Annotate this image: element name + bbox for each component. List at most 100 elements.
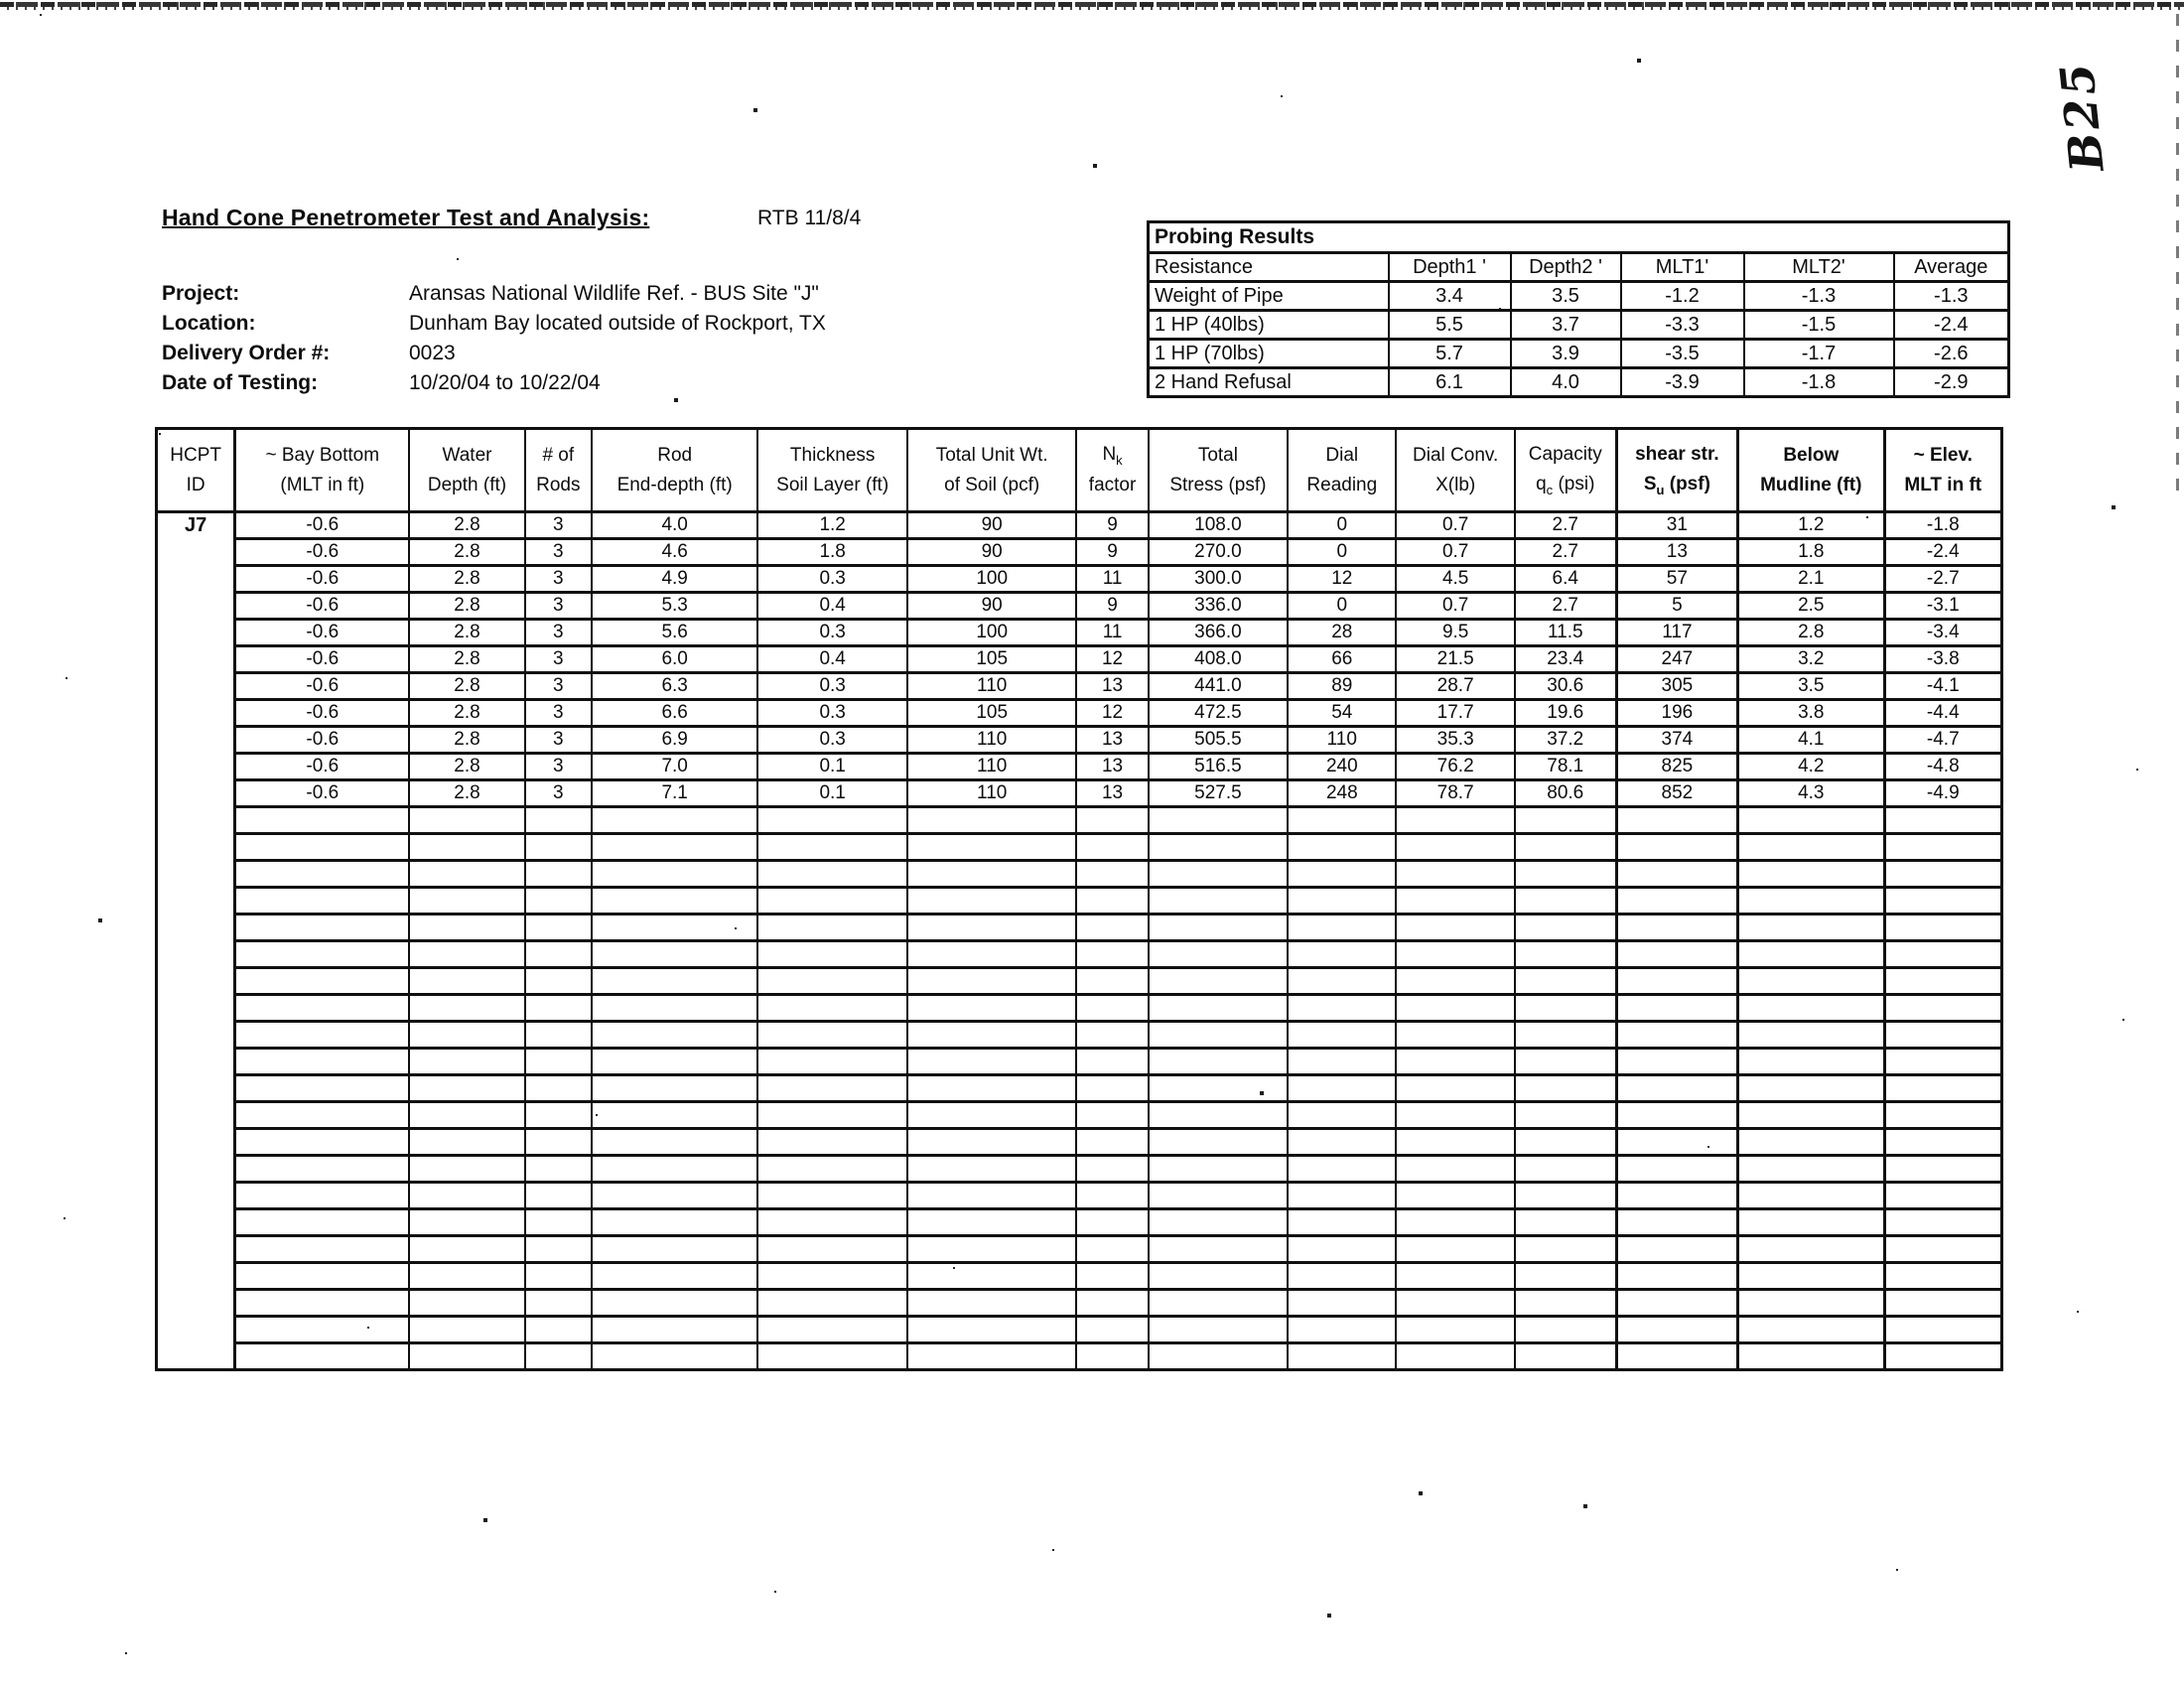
hcpt-empty-cell — [1395, 1315, 1516, 1344]
hcpt-empty-cell — [756, 1341, 908, 1371]
hcpt-empty-cell — [590, 1100, 759, 1130]
hcpt-column-header: Total Stress (psf) — [1147, 427, 1290, 513]
hcpt-value-cell: 5.6 — [590, 618, 759, 647]
hcpt-value-cell: 4.1 — [1736, 725, 1886, 755]
probing-column-header: MLT1' — [1619, 251, 1745, 283]
hcpt-column-header: ~ Elev. MLT in ft — [1882, 427, 2004, 513]
hcpt-empty-cell — [1287, 1315, 1398, 1344]
hcpt-value-cell: 31 — [1614, 510, 1739, 540]
hcpt-empty-cell — [1882, 1234, 2004, 1264]
hcpt-empty-cell — [233, 1047, 411, 1076]
hcpt-value-cell: 90 — [905, 591, 1078, 621]
hcpt-empty-cell — [1395, 832, 1516, 862]
probing-value-cell: 5.7 — [1387, 338, 1512, 369]
hcpt-empty-cell — [1075, 1261, 1150, 1291]
hcpt-empty-cell — [1287, 805, 1398, 835]
hcpt-column-header: Nk factor — [1075, 427, 1150, 513]
probing-column-header: Resistance — [1147, 251, 1390, 283]
hcpt-empty-cell — [1287, 1047, 1398, 1076]
hcpt-value-cell: 5.3 — [590, 591, 759, 621]
hcpt-empty-cell — [1882, 1288, 2004, 1318]
hcpt-empty-cell — [1614, 1288, 1739, 1318]
hcpt-column-header: ~ Bay Bottom (MLT in ft) — [233, 427, 411, 513]
hcpt-empty-row — [157, 1261, 2004, 1291]
hcpt-column-header: shear str. Su (psf) — [1614, 427, 1739, 513]
hcpt-empty-cell — [1287, 1207, 1398, 1237]
hcpt-value-cell: 3 — [523, 778, 593, 808]
hcpt-empty-cell — [1882, 886, 2004, 915]
hcpt-column-header: Water Depth (ft) — [408, 427, 526, 513]
hcpt-empty-cell — [1147, 939, 1290, 969]
probing-title: Probing Results — [1147, 220, 2010, 254]
hcpt-value-cell: 110 — [905, 725, 1078, 755]
probing-row: 1 HP (70lbs) 5.7 3.9 -3.5 -1.7 -2.6 — [1147, 338, 2010, 369]
hcpt-value-cell: 0.7 — [1395, 591, 1516, 621]
hcpt-data-row: -0.6 2.8 3 6.9 0.3 110 13 505.5 110 35.3 37.2 374 4.… — [157, 725, 2004, 755]
hcpt-empty-cell — [1882, 1127, 2004, 1157]
hcpt-empty-cell — [1736, 939, 1886, 969]
hcpt-empty-cell — [905, 1288, 1078, 1318]
hcpt-empty-cell — [756, 1047, 908, 1076]
hcpt-empty-cell — [408, 1073, 526, 1103]
hcpt-value-cell: 3 — [523, 725, 593, 755]
hcpt-empty-cell — [1882, 1207, 2004, 1237]
hcpt-value-cell: 11.5 — [1513, 618, 1618, 647]
hcpt-empty-cell — [233, 1181, 411, 1210]
hcpt-empty-cell — [1882, 1154, 2004, 1184]
probing-results-table: Probing Results Resistance Depth1 ' Depth2… — [1147, 220, 2011, 398]
info-label: Location: — [162, 312, 256, 335]
hcpt-empty-row — [157, 993, 2004, 1023]
hcpt-value-cell: 0.3 — [756, 564, 908, 594]
hcpt-empty-cell — [1395, 1047, 1516, 1076]
hcpt-value-cell: 2.8 — [408, 564, 526, 594]
hcpt-value-cell: 852 — [1614, 778, 1739, 808]
hcpt-empty-cell — [756, 1154, 908, 1184]
hcpt-empty-cell — [1287, 1341, 1398, 1371]
hcpt-empty-cell — [1882, 1181, 2004, 1210]
hcpt-empty-cell — [233, 1207, 411, 1237]
hcpt-value-cell: 105 — [905, 698, 1078, 728]
hcpt-value-cell: 0.4 — [756, 591, 908, 621]
probing-value-cell: -2.9 — [1892, 366, 2010, 398]
hcpt-value-cell: 9 — [1075, 510, 1150, 540]
hcpt-empty-cell — [233, 1154, 411, 1184]
hcpt-value-cell: 9.5 — [1395, 618, 1516, 647]
hcpt-empty-cell — [408, 886, 526, 915]
hcpt-empty-cell — [408, 1261, 526, 1291]
hcpt-column-header: Thickness Soil Layer (ft) — [756, 427, 908, 513]
hcpt-empty-cell — [590, 832, 759, 862]
hcpt-empty-cell — [1614, 1073, 1739, 1103]
hcpt-empty-row — [157, 913, 2004, 942]
hcpt-empty-cell — [756, 1207, 908, 1237]
hcpt-value-cell: 11 — [1075, 618, 1150, 647]
hcpt-empty-cell — [408, 1127, 526, 1157]
hcpt-empty-cell — [1287, 1154, 1398, 1184]
info-row-location: Location: Dunham Bay located outside of R… — [162, 309, 826, 339]
hcpt-empty-cell — [905, 1020, 1078, 1050]
hcpt-data-row: -0.6 2.8 3 6.6 0.3 105 12 472.5 54 17.7 19.6 196 3.8… — [157, 698, 2004, 728]
hcpt-empty-cell — [1395, 1234, 1516, 1264]
hcpt-empty-cell — [905, 1181, 1078, 1210]
probing-value-cell: -2.6 — [1892, 338, 2010, 369]
probing-row: 2 Hand Refusal 6.1 4.0 -3.9 -1.8 -2.9 — [1147, 366, 2010, 398]
probing-value-cell: -3.3 — [1619, 309, 1745, 341]
hcpt-value-cell: 3 — [523, 537, 593, 567]
hcpt-value-cell: 57 — [1614, 564, 1739, 594]
hcpt-empty-cell — [408, 1288, 526, 1318]
hcpt-empty-cell — [1882, 1341, 2004, 1371]
info-value: 10/20/04 to 10/22/04 — [409, 371, 601, 394]
hcpt-value-cell: 12 — [1075, 698, 1150, 728]
hcpt-empty-cell — [590, 805, 759, 835]
hcpt-empty-cell — [1075, 993, 1150, 1023]
hcpt-empty-cell — [1736, 1154, 1886, 1184]
hcpt-empty-cell — [590, 1020, 759, 1050]
hcpt-data-row: -0.6 2.8 3 5.3 0.4 90 9 336.0 0 0.7 2.7 5 2.5 -3.1 — [157, 591, 2004, 621]
probing-value-cell: 3.9 — [1509, 338, 1622, 369]
hcpt-data-table: HCPT ID ~ Bay Bottom (MLT in ft) Water Depth … — [154, 427, 2004, 1371]
info-row-project: Project: Aransas National Wildlife Ref. -… — [162, 279, 826, 309]
hcpt-value-cell: 110 — [1287, 725, 1398, 755]
hcpt-empty-cell — [1513, 1154, 1618, 1184]
hcpt-value-cell: 0.3 — [756, 725, 908, 755]
hcpt-empty-cell — [756, 1073, 908, 1103]
hcpt-empty-cell — [1882, 993, 2004, 1023]
